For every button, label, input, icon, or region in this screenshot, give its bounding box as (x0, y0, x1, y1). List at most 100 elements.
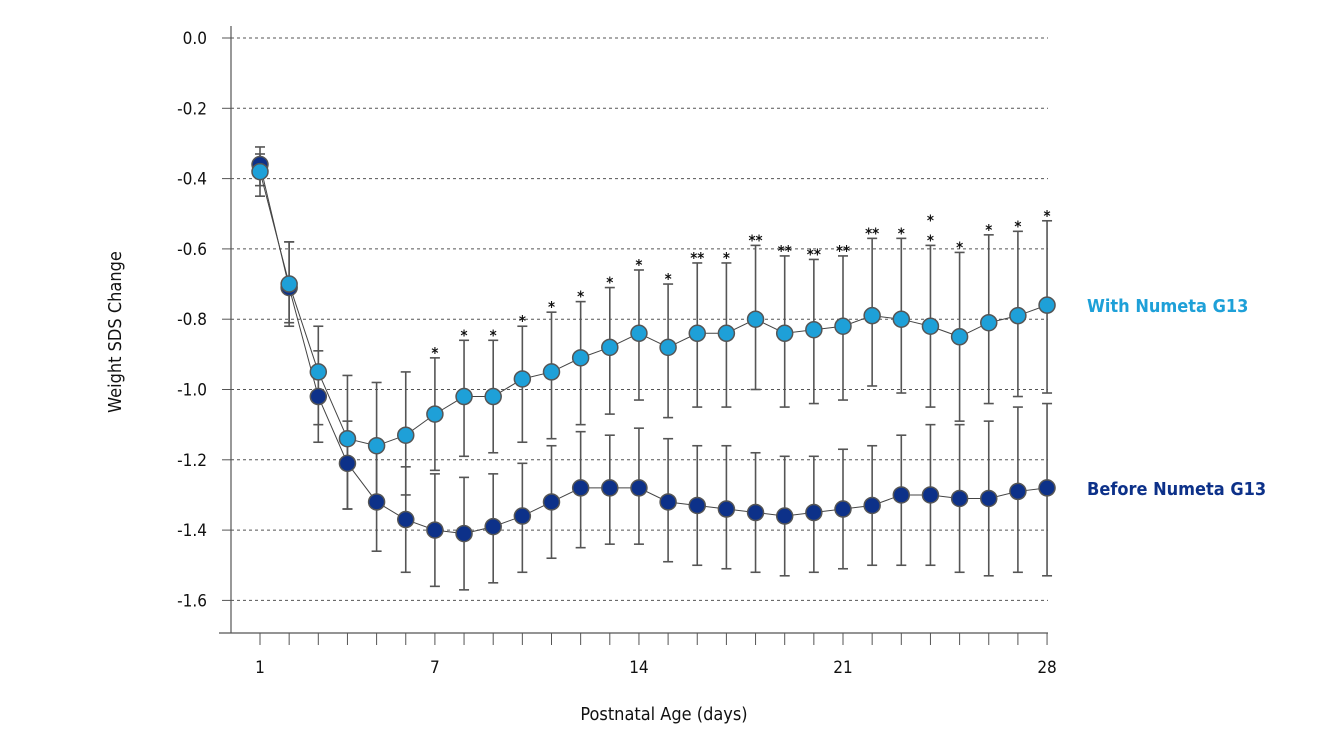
data-point-with (630, 324, 648, 343)
data-point-before (571, 479, 590, 497)
data-point-before (513, 507, 532, 525)
axes (219, 26, 1048, 645)
data-point-with (484, 387, 502, 406)
data-point-before (775, 507, 794, 525)
significance-star: * (635, 256, 642, 274)
significance-star: * (490, 326, 497, 344)
significance-star: * (985, 221, 992, 239)
data-point-before (717, 500, 736, 518)
significance-star: ** (690, 249, 704, 267)
significance-star: ** (807, 245, 821, 263)
data-point-with (659, 338, 677, 357)
significance-star: * (927, 211, 934, 229)
data-point-before (426, 521, 444, 539)
x-axis-title: Postnatal Age (days) (580, 704, 747, 725)
x-tick-labels: 1 7 14 21 28 (255, 658, 1057, 678)
data-point-with (455, 387, 473, 406)
y-tick-label: -1.0 (177, 381, 207, 401)
data-point-with (338, 429, 357, 448)
y-tick-label: -0.8 (177, 310, 207, 330)
significance-star: * (519, 312, 526, 330)
legend-before-numeta: Before Numeta G13 (1087, 479, 1267, 500)
significance-markers: ** ********* ***** ** **** *** ** ** (431, 207, 1050, 362)
data-point-with (746, 310, 765, 328)
data-point-with (542, 363, 561, 381)
data-point-with (426, 405, 444, 423)
x-tick-label: 14 (629, 658, 648, 678)
data-point-before (688, 496, 706, 515)
y-tick-label: 0.0 (183, 29, 207, 49)
data-point-before (484, 517, 502, 536)
y-tick-label: -0.6 (177, 240, 207, 260)
data-point-with (397, 426, 415, 444)
data-point-with (1009, 306, 1027, 325)
significance-star: * (461, 326, 468, 344)
data-point-before (1009, 482, 1027, 501)
data-point-with (367, 436, 386, 455)
data-point-before (863, 496, 881, 515)
data-point-before (1038, 479, 1056, 497)
data-point-before (601, 479, 619, 497)
significance-star: * (665, 270, 672, 288)
y-tick-labels: 0.0 -0.2 -0.4 -0.6 -0.8 -1.0 -1.2 -1.4 -1.6 (177, 29, 207, 611)
y-tick-label: -0.4 (177, 170, 207, 190)
series-lines (259, 164, 1048, 535)
data-points (251, 155, 1056, 543)
x-tick-label: 28 (1037, 658, 1056, 678)
data-point-with (980, 313, 998, 332)
data-point-with (892, 310, 911, 328)
data-point-with (251, 162, 269, 181)
data-point-before (746, 503, 765, 522)
y-tick-label: -1.6 (177, 591, 207, 611)
significance-star: * (577, 288, 584, 306)
data-point-with (717, 324, 736, 343)
x-tick-label: 7 (430, 658, 440, 678)
data-point-with (921, 317, 940, 335)
significance-star: ** (778, 242, 792, 260)
data-point-before (309, 387, 328, 406)
significance-star: ** (748, 231, 762, 249)
series-line-before (259, 164, 1048, 535)
significance-star: * (548, 298, 555, 316)
significance-star: * (431, 344, 438, 362)
significance-star: * (956, 238, 963, 256)
data-point-before (805, 503, 823, 522)
data-point-with (950, 328, 969, 346)
data-point-before (630, 479, 648, 497)
x-tick-label: 1 (255, 658, 265, 678)
significance-star: * (723, 249, 730, 267)
significance-star: ** (836, 242, 850, 260)
legend-with-numeta: With Numeta G13 (1087, 296, 1249, 317)
data-point-with (863, 306, 881, 325)
y-axis-title: Weight SDS Change (105, 251, 126, 413)
data-point-before (455, 524, 473, 543)
data-point-with (1038, 296, 1056, 314)
data-point-before (338, 454, 357, 473)
data-point-before (397, 510, 415, 529)
data-point-before (659, 493, 677, 511)
data-point-before (542, 493, 561, 511)
data-point-before (950, 489, 969, 508)
significance-star: ** (865, 224, 879, 242)
data-point-with (601, 338, 619, 357)
data-point-with (775, 324, 794, 343)
y-tick-label: -1.4 (177, 521, 207, 541)
series-line-with (259, 171, 1048, 447)
data-point-with (688, 324, 706, 343)
data-point-before (892, 486, 911, 504)
data-point-before (834, 500, 852, 518)
significance-star: * (606, 274, 613, 292)
data-point-with (309, 363, 328, 381)
significance-star: * (898, 224, 905, 242)
significance-star: * (1044, 207, 1051, 225)
significance-star: * (1014, 217, 1021, 235)
data-point-with (805, 320, 823, 339)
data-point-before (921, 486, 940, 504)
y-tick-label: -0.2 (177, 99, 207, 119)
significance-star: * (927, 231, 934, 249)
x-tick-label: 21 (833, 658, 852, 678)
data-point-with (513, 370, 532, 388)
data-point-with (280, 275, 298, 293)
data-point-before (367, 493, 386, 511)
